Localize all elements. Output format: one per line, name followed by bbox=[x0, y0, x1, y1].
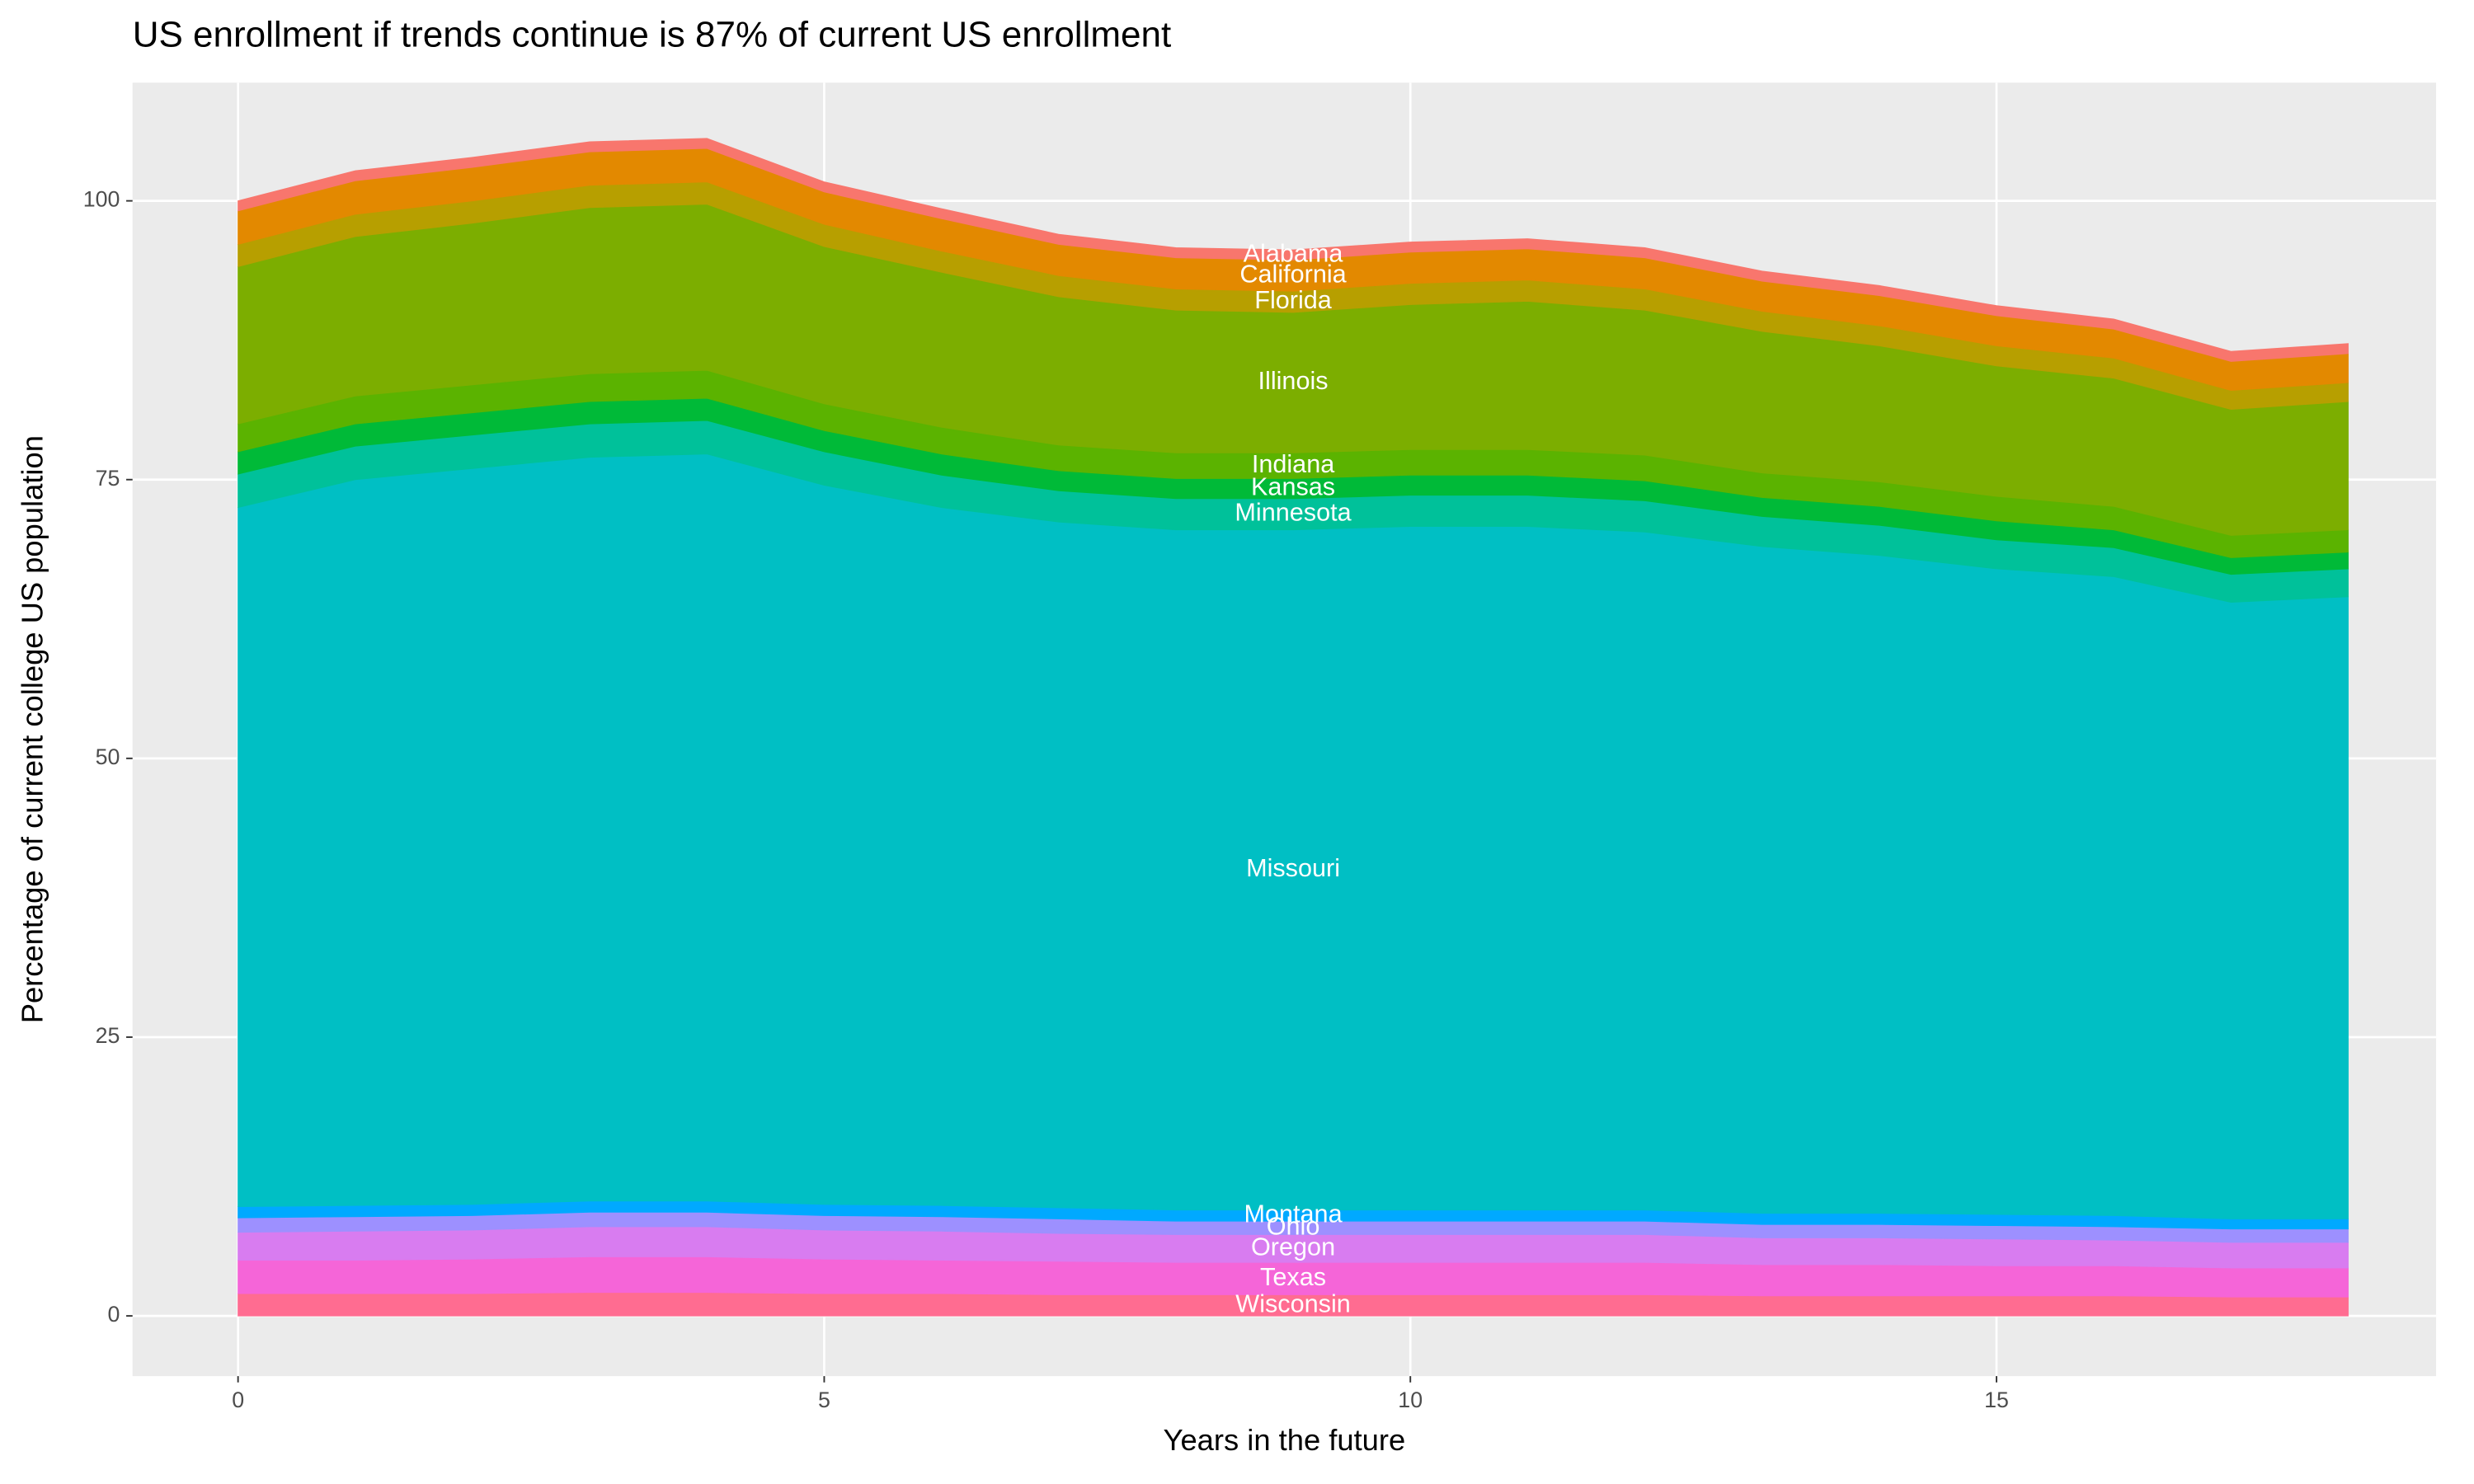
y-tick-label: 75 bbox=[96, 466, 120, 491]
x-axis-title: Years in the future bbox=[1164, 1423, 1406, 1457]
chart-title: US enrollment if trends continue is 87% … bbox=[133, 14, 1171, 54]
series-label: Illinois bbox=[1258, 367, 1329, 395]
area bbox=[238, 138, 2349, 362]
y-axis-title: Percentage of current college US populat… bbox=[16, 435, 49, 1023]
y-tick-label: 0 bbox=[108, 1302, 120, 1327]
y-tick-label: 50 bbox=[96, 744, 120, 769]
series-label: Minnesota bbox=[1235, 499, 1352, 527]
x-tick-label: 0 bbox=[232, 1388, 244, 1412]
x-tick-label: 10 bbox=[1398, 1388, 1423, 1412]
series-label: Missouri bbox=[1246, 854, 1340, 882]
series-label: Florida bbox=[1254, 286, 1333, 314]
series-label: Montana bbox=[1244, 1200, 1343, 1228]
areas bbox=[238, 138, 2349, 1317]
series-label: Wisconsin bbox=[1235, 1289, 1350, 1317]
x-tick-label: 15 bbox=[1984, 1388, 2009, 1412]
y-tick-label: 100 bbox=[83, 187, 120, 212]
series-label: Indiana bbox=[1252, 450, 1335, 478]
series-label: Alabama bbox=[1244, 239, 1344, 267]
series-label: Ohio bbox=[1267, 1212, 1320, 1240]
x-tick-label: 5 bbox=[818, 1388, 830, 1412]
series-label: California bbox=[1239, 260, 1347, 288]
y-tick-label: 25 bbox=[96, 1023, 120, 1048]
series-label: Texas bbox=[1260, 1263, 1326, 1291]
series-label: Kansas bbox=[1251, 473, 1335, 501]
series-label: Oregon bbox=[1251, 1233, 1335, 1261]
axes: 0 25 50 75 100 0 5 10 15 bbox=[83, 187, 2009, 1412]
